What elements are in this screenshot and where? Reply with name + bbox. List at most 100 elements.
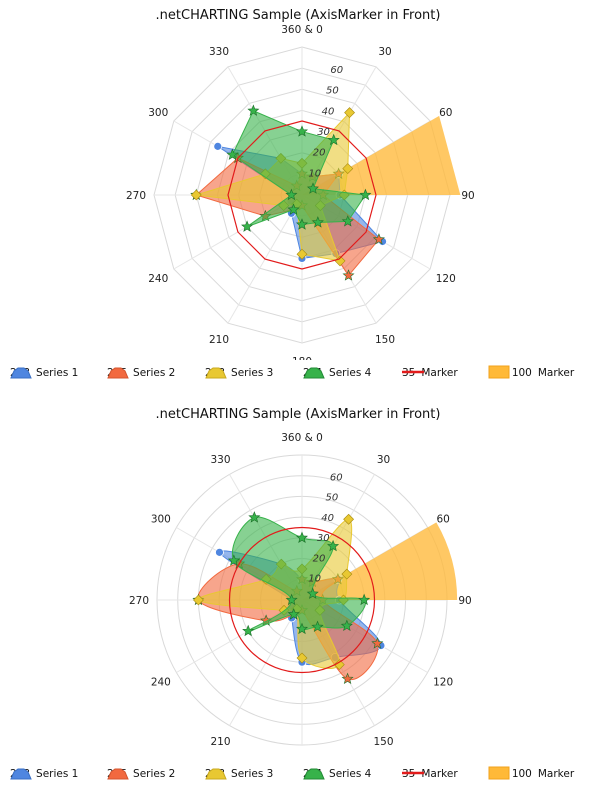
- chart-legend: 213 Series 1 215 Series 2 223 Series 3 2…: [0, 766, 596, 782]
- area-swatch-icon: [10, 768, 32, 780]
- legend-label: Marker: [421, 768, 458, 780]
- data-point-star[interactable]: [311, 216, 324, 228]
- data-point-star[interactable]: [295, 622, 309, 635]
- radial-tick-label: 40: [322, 106, 335, 117]
- legend-item-series-2[interactable]: 215 Series 2: [107, 766, 175, 782]
- area-swatch-icon: [205, 768, 227, 780]
- data-point-star[interactable]: [295, 218, 309, 230]
- data-point-star[interactable]: [242, 624, 255, 637]
- legend-label: Series 1: [36, 768, 79, 780]
- legend-label: Series 3: [231, 768, 274, 780]
- data-point-star[interactable]: [295, 531, 309, 543]
- legend-label: Series 2: [133, 768, 176, 780]
- data-point-star[interactable]: [327, 133, 340, 146]
- data-point-star[interactable]: [227, 554, 240, 566]
- data-point-star[interactable]: [340, 619, 353, 632]
- legend-label: Series 4: [329, 367, 372, 379]
- data-point-diamond[interactable]: [342, 163, 354, 174]
- legend-item-series-3[interactable]: 223 Series 3: [205, 766, 273, 782]
- legend-label: Marker: [537, 768, 575, 780]
- data-point-diamond[interactable]: [296, 652, 308, 664]
- radial-tick-label: 30: [317, 127, 330, 138]
- data-point-star[interactable]: [358, 593, 371, 606]
- data-point-star[interactable]: [248, 511, 261, 523]
- data-point-star[interactable]: [285, 593, 298, 606]
- chart-panel-bottom: .netCHARTING Sample (AxisMarker in Front…: [0, 397, 596, 787]
- polar-chart-svg: 360 & 0 30 60 90 120 150 180 210 240 270 300 330 10 2…: [126, 24, 475, 360]
- data-point-star[interactable]: [241, 220, 254, 232]
- legend-label: Marker: [537, 367, 575, 379]
- legend-item-series-4[interactable]: 201 Series 4: [303, 365, 371, 381]
- angle-tick-label: 150: [375, 334, 395, 346]
- data-point-diamond[interactable]: [344, 107, 355, 119]
- data-point-star[interactable]: [311, 620, 324, 633]
- legend-item-marker-range[interactable]: 55 - 100 Marker: [488, 365, 574, 381]
- legend-item-series-1[interactable]: 213 Series 1: [10, 365, 78, 381]
- angle-tick-label: 30: [378, 46, 391, 58]
- area-swatch-icon: [107, 768, 129, 780]
- angle-tick-label: 120: [433, 677, 453, 689]
- data-point-diamond[interactable]: [190, 189, 202, 201]
- data-point-diamond[interactable]: [193, 594, 204, 606]
- legend-item-marker-range[interactable]: 55 - 100 Marker: [488, 766, 574, 782]
- data-point-circle[interactable]: [213, 141, 223, 151]
- legend-item-series-2[interactable]: 215 Series 2: [107, 365, 175, 381]
- area-swatch-icon: [303, 367, 325, 379]
- data-point-star[interactable]: [341, 672, 354, 685]
- data-point-star[interactable]: [327, 539, 340, 552]
- data-point-star[interactable]: [287, 203, 300, 215]
- radial-tick-label: 10: [308, 574, 321, 585]
- data-point-diamond[interactable]: [341, 568, 353, 580]
- data-point-star[interactable]: [285, 188, 298, 201]
- angle-tick-label: 330: [210, 454, 230, 466]
- data-point-diamond[interactable]: [343, 513, 355, 525]
- series-4: [226, 104, 372, 232]
- area-swatch-icon: [303, 768, 325, 780]
- data-point-star[interactable]: [342, 269, 355, 281]
- data-point-star[interactable]: [359, 188, 372, 201]
- data-point-star[interactable]: [372, 233, 385, 245]
- line-swatch-icon: [402, 370, 424, 374]
- legend-item-marker-line[interactable]: 35 Marker: [402, 766, 458, 782]
- range-swatch-icon: [488, 365, 510, 379]
- legend-label: Series 4: [329, 768, 372, 780]
- radial-tick-label: 30: [317, 533, 330, 544]
- data-point-star[interactable]: [295, 125, 309, 137]
- angle-tick-label: 300: [151, 514, 171, 526]
- legend-item-series-3[interactable]: 223 Series 3: [205, 365, 273, 381]
- series-4: [227, 511, 371, 637]
- data-point-diamond[interactable]: [333, 659, 345, 671]
- angle-tick-label: 150: [373, 736, 393, 748]
- legend-label: Series 2: [133, 367, 176, 379]
- legend-item-marker-line[interactable]: 35 Marker: [402, 365, 458, 381]
- data-point-diamond[interactable]: [296, 248, 308, 260]
- data-point-circle[interactable]: [215, 547, 224, 557]
- data-point-star[interactable]: [371, 637, 384, 649]
- area-swatch-icon: [205, 367, 227, 379]
- radial-tick-label: 50: [326, 493, 339, 504]
- angle-tick-label: 60: [439, 107, 452, 119]
- angle-tick-label: 210: [210, 736, 230, 748]
- data-point-star[interactable]: [226, 148, 239, 160]
- radial-tick-label: 20: [313, 148, 326, 159]
- data-point-star[interactable]: [341, 215, 354, 227]
- legend-item-series-4[interactable]: 201 Series 4: [303, 766, 371, 782]
- data-point-star[interactable]: [247, 104, 260, 116]
- radial-tick-label: 40: [321, 513, 334, 524]
- data-point-star[interactable]: [306, 587, 319, 599]
- radial-tick-label: 20: [313, 553, 326, 564]
- data-point-star[interactable]: [306, 182, 319, 194]
- radial-tick-label: 50: [326, 86, 339, 97]
- chart-panel-top: .netCHARTING Sample (AxisMarker in Front…: [0, 0, 596, 390]
- angle-tick-label: 240: [151, 677, 171, 689]
- angle-tick-label: 330: [209, 46, 229, 58]
- range-swatch-icon: [488, 766, 510, 780]
- line-marker-ring: [228, 526, 376, 674]
- legend-item-series-1[interactable]: 213 Series 1: [10, 766, 78, 782]
- radial-tick-label: 10: [308, 168, 321, 179]
- data-point-star[interactable]: [287, 608, 300, 620]
- angle-tick-label: 60: [436, 514, 449, 526]
- angle-tick-label: 30: [377, 454, 390, 466]
- angle-tick-label: 360 & 0: [281, 432, 323, 444]
